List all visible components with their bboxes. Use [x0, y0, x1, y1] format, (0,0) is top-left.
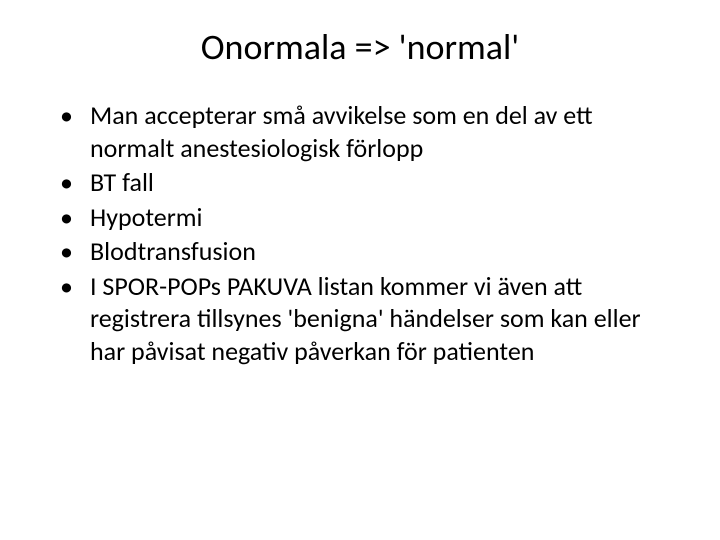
list-item: Blodtransfusion — [60, 235, 680, 268]
list-item: BT fall — [60, 166, 680, 199]
list-item: Man accepterar små avvikelse som en del … — [60, 99, 680, 164]
list-item: I SPOR-POPs PAKUVA listan kommer vi även… — [60, 270, 680, 368]
bullet-list: Man accepterar små avvikelse som en del … — [40, 99, 680, 367]
list-item: Hypotermi — [60, 201, 680, 234]
slide-title: Onormala => 'normal' — [40, 25, 680, 69]
